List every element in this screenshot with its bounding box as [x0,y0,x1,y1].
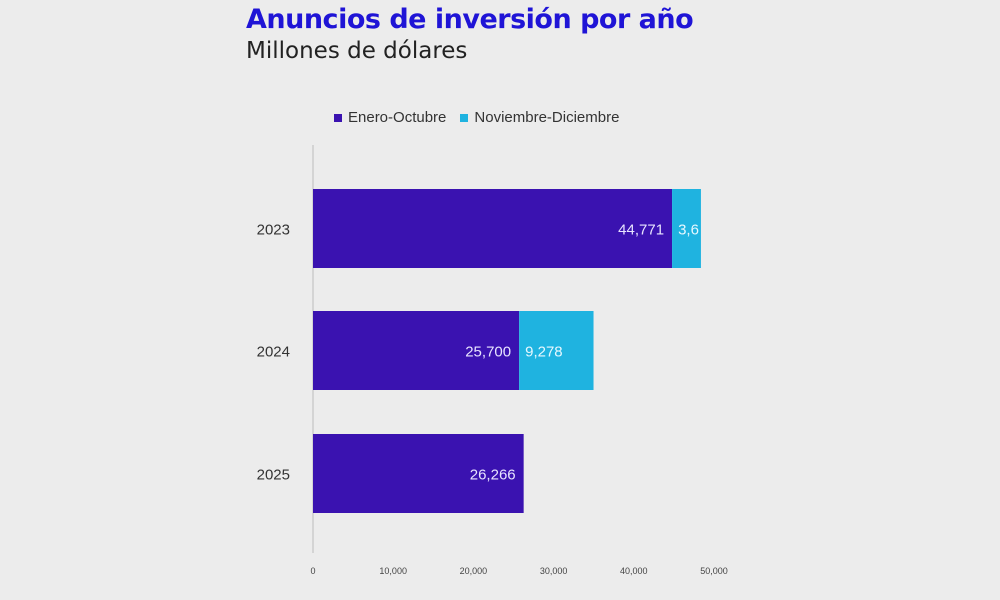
legend-swatch [460,113,469,122]
x-tick-label: 0 [310,566,315,576]
legend-item-noviembre-diciembre: Noviembre-Diciembre [460,109,619,126]
legend-label: Noviembre-Diciembre [474,109,620,126]
data-label: 9,278 [525,344,563,361]
bar-noviembre-diciembre-2024 [519,311,594,390]
bar-enero-octubre-2025 [313,434,524,513]
category-label: 2024 [257,344,290,361]
data-label: 25,700 [465,344,511,361]
legend-label: Enero-Octubre [348,109,447,126]
x-tick-label: 40,000 [620,566,648,576]
data-label: 26,266 [470,467,516,484]
x-tick-label: 30,000 [540,566,568,576]
legend-item-enero-octubre: Enero-Octubre [334,109,446,126]
bar-noviembre-diciembre-2023 [672,189,701,268]
x-tick-label: 20,000 [460,566,488,576]
x-tick-label: 10,000 [379,566,407,576]
bar-enero-octubre-2024 [313,311,520,390]
legend-swatch [334,113,342,122]
data-label: 3,6 [678,222,699,239]
chart-subtitle: Millones de dólares [246,38,468,64]
bar-enero-octubre-2023 [313,189,673,268]
category-label: 2023 [257,222,290,239]
category-label: 2025 [257,467,290,484]
legend: Enero-Octubre Noviembre-Diciembre [334,109,619,126]
data-label: 44,771 [618,222,664,239]
x-tick-label: 50,000 [700,566,728,576]
chart-title: Anuncios de inversión por año [246,4,694,35]
